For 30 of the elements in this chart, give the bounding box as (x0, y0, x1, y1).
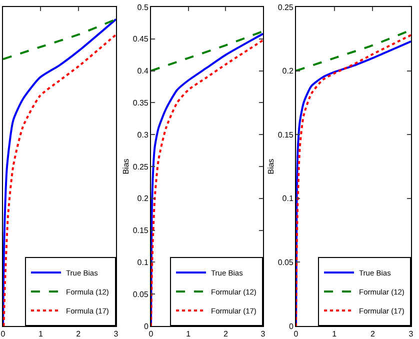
y-tick-label: 0.2 (282, 66, 294, 76)
y-tick-label: 0.05 (278, 258, 294, 267)
x-tick-label: 1 (332, 330, 338, 339)
y-tick-label: 0 (144, 322, 149, 331)
x-tick-label: 2 (370, 330, 376, 339)
x-tick-label: 3 (260, 330, 266, 339)
y-tick-label: 0.25 (132, 162, 149, 172)
y-axis-title: Bias (266, 158, 276, 174)
y-tick-label: 0.5 (137, 2, 149, 12)
y-tick-label: 0.35 (132, 98, 149, 108)
y-tick-label: 0.45 (132, 34, 149, 44)
x-tick-label: 1 (186, 330, 192, 339)
y-tick-label: 0.1 (282, 194, 294, 204)
x-tick-label: 0 (0, 330, 6, 339)
y-tick-label: 0.05 (132, 290, 149, 299)
x-tick-label: 3 (408, 330, 414, 339)
line-series (151, 30, 263, 72)
y-tick-label: 0.1 (137, 258, 149, 267)
y-tick-label: 0.15 (278, 130, 294, 140)
x-tick-label: 2 (76, 330, 82, 339)
x-tick-label: 3 (114, 330, 119, 339)
y-tick-label: 0.15 (132, 226, 149, 236)
y-axis-title: Bias (122, 158, 131, 174)
x-tick-label: 1 (38, 330, 44, 339)
y-tick-label: 0.3 (137, 130, 149, 140)
y-tick-label: 0.25 (278, 2, 294, 12)
y-tick-label: 0 (288, 322, 294, 331)
x-tick-label: 2 (223, 330, 228, 339)
y-tick-label: 0.4 (137, 66, 149, 76)
y-tick-label: 0.2 (137, 194, 149, 204)
